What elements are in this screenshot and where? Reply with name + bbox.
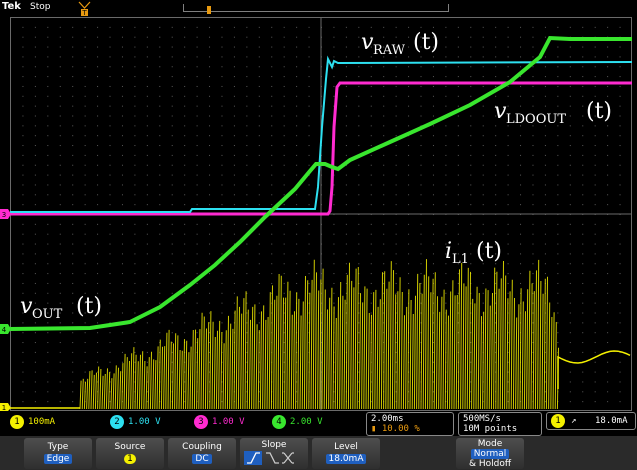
svg-text:(t): (t) (413, 30, 439, 55)
type-button[interactable]: Type Edge (24, 438, 92, 469)
falling-slope-icon[interactable] (266, 452, 279, 464)
svg-text:v: v (494, 99, 507, 124)
position-markers: T (78, 1, 211, 17)
channel-readouts: 1 100mA 2 1.00 V 3 1.00 V 4 2.00 V (2, 413, 362, 429)
acquisition-state: Stop (30, 2, 51, 12)
graticule-and-traces: v RAW (t) v LDOOUT (t) i L1 (t) v OUT (t… (9, 17, 633, 411)
brand-logo: Tek (2, 1, 21, 12)
rising-edge-icon: ↗ (571, 416, 577, 426)
vout-trace (9, 35, 632, 331)
ch1-ground-marker[interactable]: 1 (0, 403, 11, 411)
acquisition-readout[interactable]: 500MS/s 10M points (458, 412, 542, 436)
timebase-scale: 2.00ms (371, 414, 404, 424)
sample-rate: 500MS/s (463, 414, 501, 424)
ch4-ground-marker[interactable]: 4 (0, 324, 11, 334)
record-trigger-marker (207, 6, 211, 14)
readout-bar: 1 100mA 2 1.00 V 3 1.00 V 4 2.00 V 2.00m… (0, 411, 637, 436)
mode-button[interactable]: Mode Normal & Holdoff (456, 438, 524, 469)
vraw-trace (10, 55, 633, 213)
trigger-readout[interactable]: 1 ↗ 18.0mA (546, 412, 636, 430)
svg-text:(t): (t) (586, 99, 612, 124)
label-il1: i L1 (t) (445, 239, 502, 267)
svg-text:RAW: RAW (373, 43, 406, 58)
trigger-source-badge: 1 (551, 414, 565, 428)
ch1-scale: 100mA (28, 417, 56, 427)
svg-text:(t): (t) (76, 294, 102, 319)
horizontal-readout[interactable]: 2.00ms ▮ 10.00 % (366, 412, 454, 436)
ch2-badge[interactable]: 2 (110, 415, 124, 429)
trigger-position: ▮ 10.00 % (371, 424, 420, 434)
svg-text:i: i (445, 239, 452, 264)
il1-trace (10, 259, 631, 410)
trigger-menu: Type Edge Source 1 Coupling DC Slope Lev… (0, 436, 637, 470)
level-button[interactable]: Level 18.0mA (312, 438, 380, 469)
vldoout-trace (10, 81, 632, 216)
status-bar: Tek Stop T (0, 0, 637, 17)
ch3-ground-marker[interactable]: 3 (0, 209, 11, 219)
svg-text:1: 1 (2, 404, 6, 411)
trigger-position-marker[interactable]: T (81, 9, 88, 17)
label-vldoout: v LDOOUT (t) (494, 99, 612, 127)
svg-text:3: 3 (2, 211, 6, 219)
source-button[interactable]: Source 1 (96, 438, 164, 469)
svg-text:L1: L1 (452, 252, 469, 267)
svg-text:OUT: OUT (32, 307, 63, 322)
svg-text:v: v (20, 294, 33, 319)
either-slope-icon[interactable] (282, 452, 294, 464)
slope-icons (244, 451, 294, 465)
label-vraw: v RAW (t) (361, 30, 439, 58)
ch2-scale: 1.00 V (128, 417, 161, 427)
ch1-badge[interactable]: 1 (10, 415, 24, 429)
trigger-level: 18.0mA (595, 416, 628, 426)
channel-ground-markers: 3 4 1 (0, 209, 11, 411)
svg-text:LDOOUT: LDOOUT (506, 112, 566, 127)
waveform-display[interactable]: v RAW (t) v LDOOUT (t) i L1 (t) v OUT (t… (9, 17, 633, 411)
label-vout: v OUT (t) (20, 294, 102, 322)
coupling-button[interactable]: Coupling DC (168, 438, 236, 469)
ch3-badge[interactable]: 3 (194, 415, 208, 429)
ch4-scale: 2.00 V (290, 417, 323, 427)
slope-button[interactable]: Slope (240, 438, 308, 469)
il1-baseline (10, 350, 631, 409)
svg-text:4: 4 (2, 326, 7, 334)
il1-switching-band (79, 259, 559, 410)
record-view-bar[interactable] (183, 4, 449, 12)
ch4-badge[interactable]: 4 (272, 415, 286, 429)
ch3-scale: 1.00 V (212, 417, 245, 427)
svg-text:v: v (361, 30, 374, 55)
svg-text:(t): (t) (476, 239, 502, 264)
svg-text:T: T (81, 9, 87, 17)
expansion-point-icon (78, 1, 91, 9)
record-length: 10M points (463, 424, 518, 434)
